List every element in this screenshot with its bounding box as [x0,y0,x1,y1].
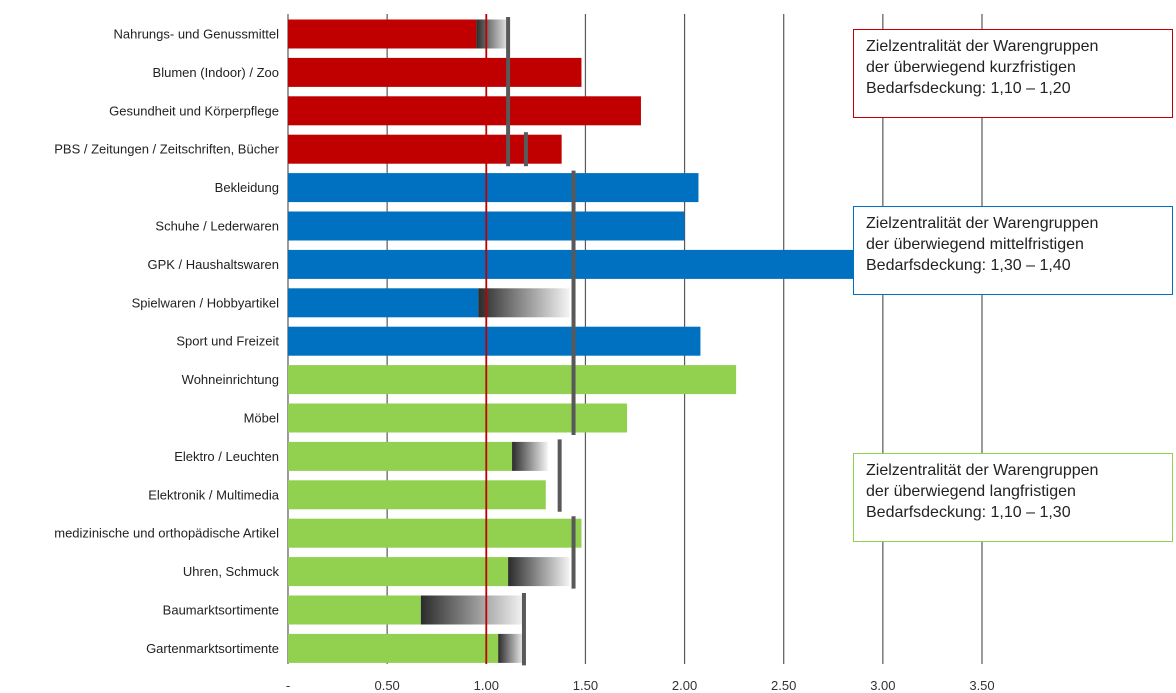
category-label-12: Elektronik / Multimedia [148,487,280,502]
category-label-5: Schuhe / Lederwaren [155,219,279,234]
category-labels: Nahrungs- und Genussmittel Blumen (Indoor… [54,27,280,656]
annotation-langfristig: Zielzentralität der Warengruppen der übe… [853,453,1173,542]
category-label-7: Spielwaren / Hobbyartikel [132,295,280,310]
bar-4 [288,173,699,203]
gap-7 [478,288,570,318]
x-tick-label-3: 1.50 [573,678,598,693]
annotation-line: Zielzentralität der Warengruppen [866,215,1099,232]
gap-11 [512,441,548,471]
annotation-line: Bedarfsdeckung: 1,10 – 1,30 [866,504,1071,521]
x-tick-label-5: 2.50 [771,678,796,693]
annotation-line: Bedarfsdeckung: 1,30 – 1,40 [866,257,1071,274]
annotation-line: der überwiegend mittelfristigen [866,236,1084,253]
annotation-line: der überwiegend langfristigen [866,483,1076,500]
gap-gradients [420,19,570,663]
x-tick-label-1: 0.50 [374,678,399,693]
bar-9 [288,365,737,395]
gap-16 [498,633,524,663]
x-tick-label-4: 2.00 [672,678,697,693]
category-label-2: Gesundheit und Körperpflege [109,103,279,118]
bar-0 [288,19,477,49]
annotation-kurzfristig: Zielzentralität der Warengruppen der übe… [853,29,1173,118]
target-markers [506,17,576,666]
gap-14 [508,557,570,587]
bar-1 [288,57,582,87]
bar-8 [288,326,701,356]
category-label-15: Baumarktsortimente [163,603,279,618]
gap-0 [476,19,511,49]
category-label-3: PBS / Zeitungen / Zeitschriften, Bücher [54,142,279,157]
bar-11 [288,441,513,471]
bar-3 [288,134,562,164]
category-label-9: Wohneinrichtung [182,372,279,387]
annotation-line: Bedarfsdeckung: 1,10 – 1,20 [866,80,1071,97]
category-label-6: GPK / Haushaltswaren [147,257,279,272]
category-label-10: Möbel [244,411,280,426]
x-tick-label-2: 1.00 [474,678,499,693]
category-label-8: Sport und Freizeit [176,334,279,349]
bars [288,19,982,663]
bar-12 [288,480,546,510]
x-tick-label-6: 3.00 [870,678,895,693]
x-tick-labels: - 0.50 1.00 1.50 2.00 2.50 3.00 3.50 [286,678,995,693]
bar-15 [288,595,421,625]
bar-13 [288,518,582,548]
annotation-line: Zielzentralität der Warengruppen [866,462,1099,479]
bar-7 [288,288,479,318]
category-label-1: Blumen (Indoor) / Zoo [153,65,279,80]
category-label-4: Bekleidung [215,180,279,195]
bar-16 [288,633,499,663]
category-label-14: Uhren, Schmuck [183,564,280,579]
category-label-13: medizinische und orthopädische Artikel [54,526,279,541]
category-label-16: Gartenmarktsortimente [146,641,279,656]
annotation-line: der überwiegend kurzfristigen [866,59,1076,76]
category-label-0: Nahrungs- und Genussmittel [114,27,280,42]
bar-10 [288,403,628,433]
x-tick-label-7: 3.50 [969,678,994,693]
gap-15 [420,595,524,625]
bar-2 [288,96,641,126]
category-label-11: Elektro / Leuchten [174,449,279,464]
bar-14 [288,557,509,587]
annotation-mittelfristig: Zielzentralität der Warengruppen der übe… [853,206,1173,295]
annotation-line: Zielzentralität der Warengruppen [866,38,1099,55]
x-tick-label-0: - [286,678,290,693]
